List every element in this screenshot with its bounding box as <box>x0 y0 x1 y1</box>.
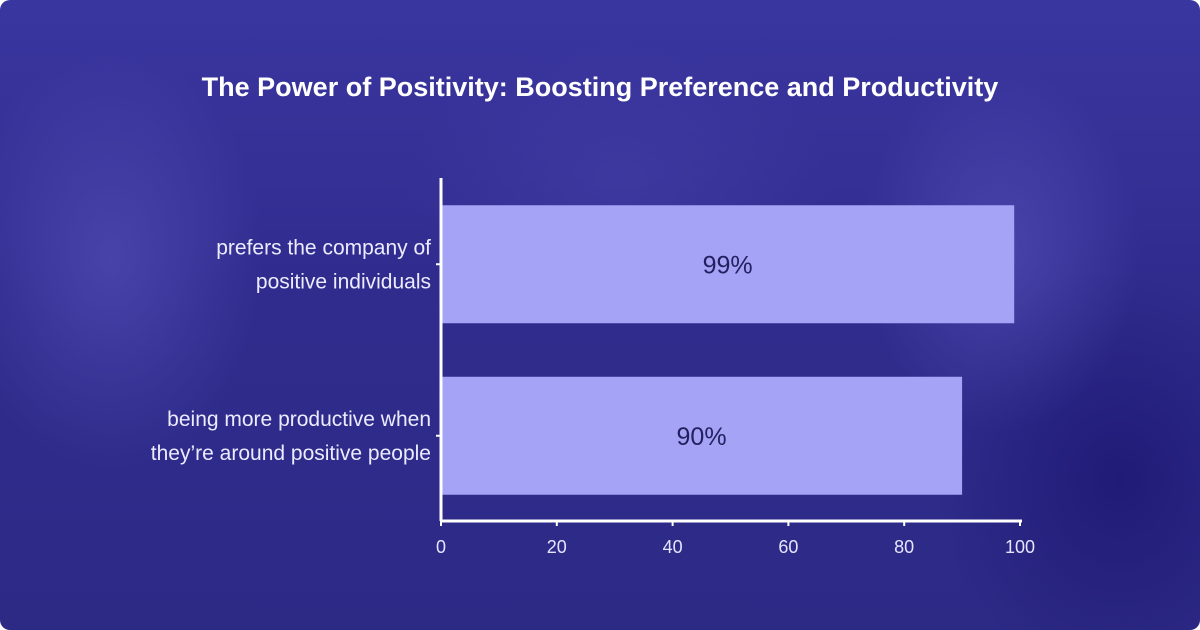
category-label: positive individuals <box>256 270 431 293</box>
category-label: prefers the company of <box>216 236 431 259</box>
data-label: 90% <box>677 423 727 451</box>
bar <box>441 205 1015 324</box>
category-label: they’re around positive people <box>151 442 431 465</box>
chart-title: The Power of Positivity: Boosting Prefer… <box>201 72 999 102</box>
data-label: 99% <box>703 251 753 279</box>
x-tick-label: 40 <box>663 537 683 557</box>
x-tick-label: 60 <box>778 537 798 557</box>
x-tick-label: 20 <box>547 537 567 557</box>
x-tick-label: 100 <box>1005 537 1035 557</box>
x-tick-label: 80 <box>894 537 914 557</box>
category-label: being more productive when <box>167 408 431 431</box>
x-tick-label: 0 <box>436 537 446 557</box>
bar <box>441 376 963 495</box>
